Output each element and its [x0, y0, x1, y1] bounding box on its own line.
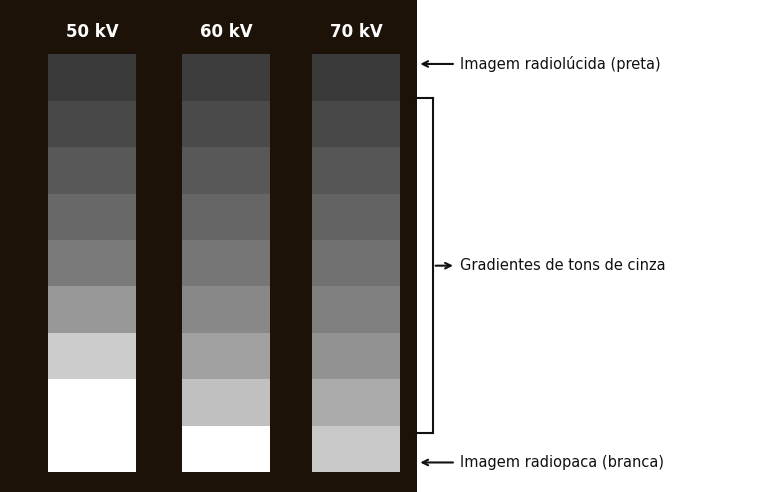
- Bar: [47, 379, 136, 426]
- Bar: [182, 147, 270, 193]
- Text: Imagem radiolúcida (preta): Imagem radiolúcida (preta): [460, 56, 660, 72]
- Text: 60 kV: 60 kV: [200, 23, 252, 41]
- Bar: [182, 100, 270, 147]
- Bar: [47, 54, 136, 100]
- Bar: [313, 193, 401, 240]
- Bar: [182, 379, 270, 426]
- Bar: [313, 147, 401, 193]
- Bar: [47, 100, 136, 147]
- Bar: [313, 333, 401, 379]
- Bar: [182, 54, 270, 100]
- Bar: [313, 54, 401, 100]
- Bar: [0, 0, 417, 492]
- Bar: [313, 426, 401, 472]
- Bar: [182, 426, 270, 472]
- Text: 50 kV: 50 kV: [66, 23, 118, 41]
- Bar: [417, 0, 766, 492]
- Bar: [313, 379, 401, 426]
- Text: Imagem radiopaca (branca): Imagem radiopaca (branca): [460, 455, 663, 470]
- Bar: [313, 286, 401, 333]
- Bar: [47, 240, 136, 286]
- Bar: [47, 286, 136, 333]
- Text: 70 kV: 70 kV: [330, 23, 382, 41]
- Bar: [47, 426, 136, 472]
- Bar: [313, 100, 401, 147]
- Bar: [47, 147, 136, 193]
- Bar: [182, 240, 270, 286]
- Bar: [182, 193, 270, 240]
- Text: Gradientes de tons de cinza: Gradientes de tons de cinza: [460, 258, 665, 273]
- Bar: [182, 333, 270, 379]
- Bar: [313, 240, 401, 286]
- Bar: [182, 286, 270, 333]
- Bar: [47, 193, 136, 240]
- Bar: [47, 333, 136, 379]
